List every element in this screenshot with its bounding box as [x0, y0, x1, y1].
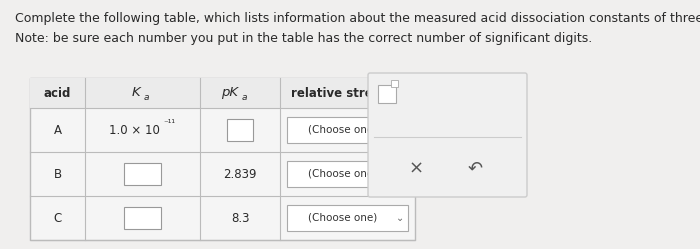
- Text: (Choose one): (Choose one): [308, 169, 377, 179]
- Text: ⁻¹¹: ⁻¹¹: [164, 119, 176, 127]
- Bar: [30, 78, 415, 240]
- Text: B: B: [53, 168, 62, 181]
- Text: 8.3: 8.3: [231, 211, 249, 225]
- Text: ⌄: ⌄: [396, 213, 405, 223]
- FancyBboxPatch shape: [368, 73, 527, 197]
- Text: 1.0 × 10: 1.0 × 10: [109, 124, 160, 136]
- Text: 2.839: 2.839: [223, 168, 257, 181]
- Bar: [124, 163, 161, 186]
- Text: acid: acid: [44, 86, 71, 100]
- Text: relative strength: relative strength: [291, 86, 404, 100]
- Text: pK: pK: [221, 85, 238, 99]
- Text: ×: ×: [409, 160, 424, 178]
- Text: a: a: [144, 92, 149, 102]
- Text: ⌄: ⌄: [396, 169, 405, 179]
- Bar: [287, 117, 408, 143]
- Text: a: a: [242, 92, 248, 102]
- Bar: [378, 85, 396, 103]
- Text: (Choose one): (Choose one): [308, 213, 377, 223]
- Text: ⌄: ⌄: [396, 125, 405, 135]
- Text: Complete the following table, which lists information about the measured acid di: Complete the following table, which list…: [15, 12, 700, 25]
- Bar: [124, 207, 161, 229]
- Text: Note: be sure each number you put in the table has the correct number of signifi: Note: be sure each number you put in the…: [15, 32, 592, 45]
- Bar: [287, 161, 408, 187]
- Text: K: K: [132, 85, 141, 99]
- Bar: [30, 78, 415, 108]
- Text: (Choose one): (Choose one): [308, 125, 377, 135]
- Bar: [391, 80, 398, 87]
- Bar: [287, 205, 408, 231]
- Text: A: A: [53, 124, 62, 136]
- Text: ↶: ↶: [468, 160, 483, 178]
- Bar: [228, 119, 253, 141]
- Text: C: C: [53, 211, 62, 225]
